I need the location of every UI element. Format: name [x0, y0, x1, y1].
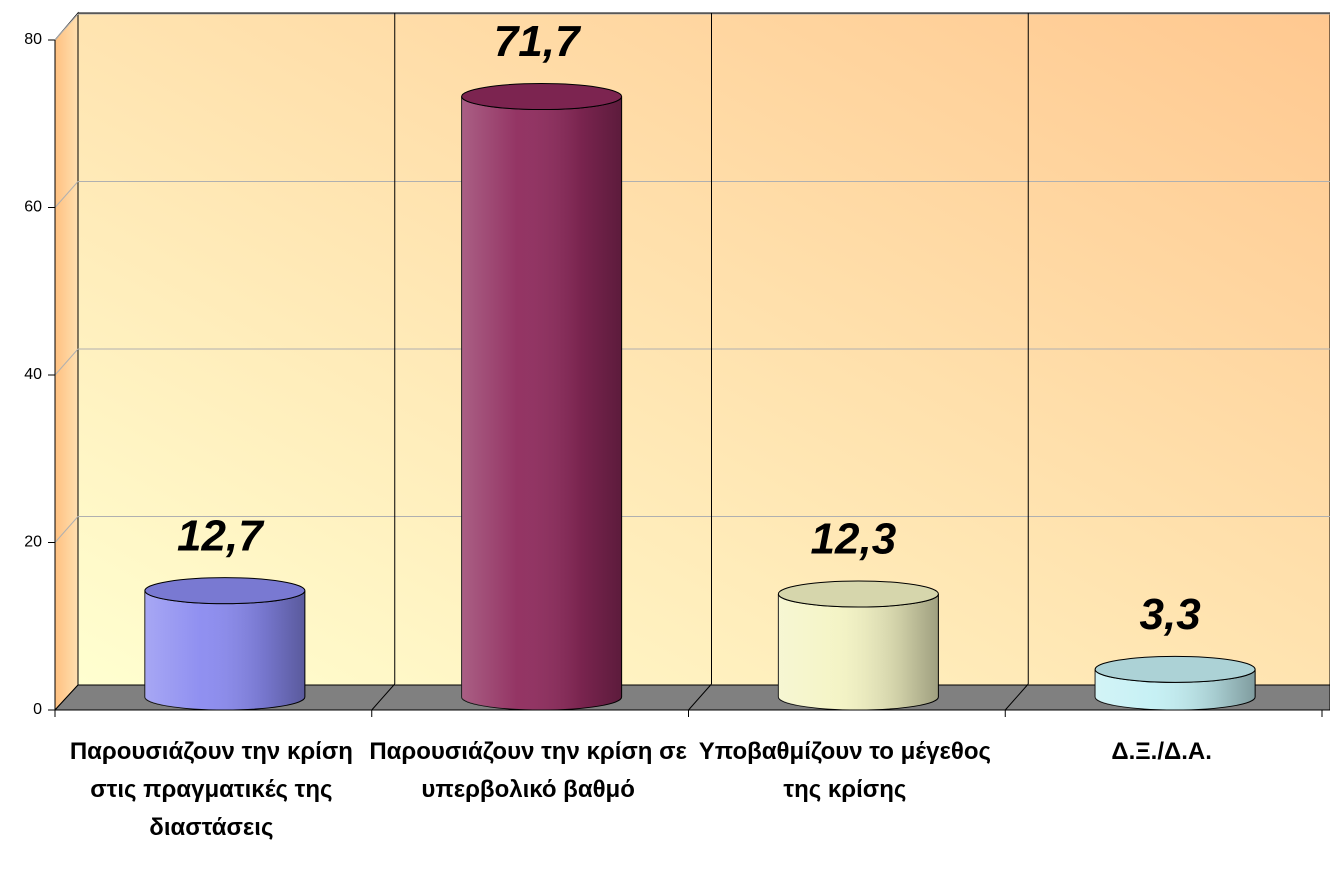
divider [1004, 683, 1029, 711]
cylinder-top-shade [144, 577, 305, 604]
cylinder-top [461, 83, 623, 111]
value-label: 12,7 [177, 511, 265, 560]
y-tick-label: 0 [33, 701, 42, 718]
value-label: 12,3 [811, 515, 897, 564]
x-tick-label: Παρουσιάζουν την κρίση στις πραγματικές … [69, 738, 353, 841]
grid-line [54, 13, 79, 41]
value-label: 3,3 [1140, 590, 1201, 639]
cylinder-shade [1095, 669, 1256, 710]
y-tick-label: 80 [24, 31, 42, 48]
cylinder-shade [144, 590, 305, 710]
cylinder-shade [778, 593, 939, 710]
cylinder-top [777, 580, 939, 608]
divider [688, 683, 712, 711]
y-tick-label: 60 [24, 199, 42, 216]
x-tick-label: Υποβαθμίζουν το μέγεθος της κρίσης [698, 738, 991, 803]
cylinder-top-shade [461, 83, 622, 110]
y-tick-label: 40 [24, 366, 42, 383]
y-tick-label: 20 [24, 534, 42, 551]
value-label: 71,7 [494, 17, 582, 66]
x-tick-label: Δ.Ξ./Δ.Α. [1111, 738, 1212, 765]
grid-line [54, 181, 79, 208]
cylinder-top-shade [778, 580, 939, 607]
cylinder-top [1094, 655, 1256, 683]
cylinder-shade [461, 96, 622, 710]
cylinder-top [144, 577, 306, 605]
x-tick-label: Παρουσιάζουν την κρίση σε υπερβολικό βαθ… [369, 738, 687, 803]
cylinder-top-shade [1095, 656, 1256, 683]
grid-line [54, 516, 79, 543]
divider [371, 683, 396, 711]
grid-line [54, 348, 79, 376]
